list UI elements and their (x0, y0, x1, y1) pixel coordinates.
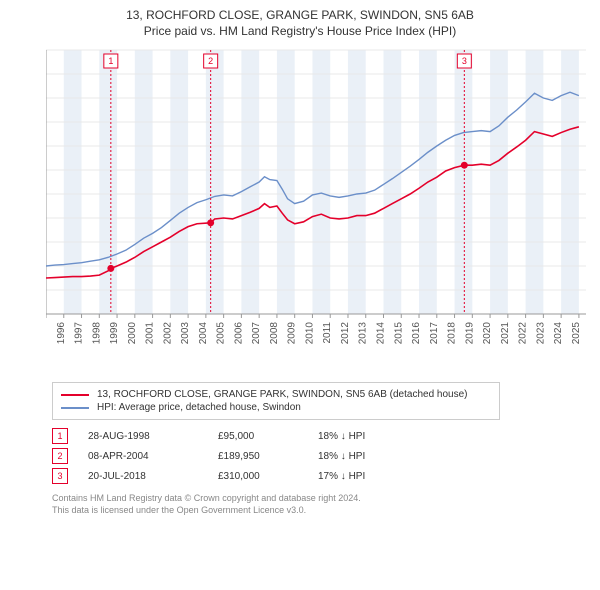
transactions-table: 1 28-AUG-1998 £95,000 18% ↓ HPI 2 08-APR… (52, 428, 590, 484)
line-chart-svg: £0£50K£100K£150K£200K£250K£300K£350K£400… (46, 44, 586, 364)
svg-text:2015: 2015 (393, 322, 404, 345)
svg-text:1997: 1997 (74, 322, 85, 345)
svg-text:2004: 2004 (198, 322, 209, 345)
svg-text:2013: 2013 (358, 322, 369, 345)
legend-swatch (61, 394, 89, 396)
svg-text:2012: 2012 (340, 322, 351, 345)
chart-container: 13, ROCHFORD CLOSE, GRANGE PARK, SWINDON… (0, 0, 600, 522)
attribution-line: This data is licensed under the Open Gov… (52, 504, 590, 516)
svg-text:2006: 2006 (233, 322, 244, 345)
tx-delta: 17% ↓ HPI (318, 471, 428, 482)
svg-text:2: 2 (208, 56, 213, 66)
table-row: 1 28-AUG-1998 £95,000 18% ↓ HPI (52, 428, 590, 444)
svg-text:2016: 2016 (411, 322, 422, 345)
svg-text:3: 3 (462, 56, 467, 66)
tx-delta: 18% ↓ HPI (318, 451, 428, 462)
svg-text:2000: 2000 (127, 322, 138, 345)
svg-text:1996: 1996 (56, 322, 67, 345)
attribution: Contains HM Land Registry data © Crown c… (52, 492, 590, 516)
tx-date: 20-JUL-2018 (88, 471, 218, 482)
legend-swatch (61, 407, 89, 409)
svg-text:1995: 1995 (46, 322, 49, 345)
legend-item-hpi: HPI: Average price, detached house, Swin… (61, 402, 491, 413)
svg-text:2022: 2022 (518, 322, 529, 345)
svg-text:2019: 2019 (464, 322, 475, 345)
svg-text:2018: 2018 (447, 322, 458, 345)
tx-price: £189,950 (218, 451, 318, 462)
tx-date: 08-APR-2004 (88, 451, 218, 462)
svg-text:2021: 2021 (500, 322, 511, 345)
table-row: 3 20-JUL-2018 £310,000 17% ↓ HPI (52, 468, 590, 484)
tx-delta: 18% ↓ HPI (318, 431, 428, 442)
tx-price: £95,000 (218, 431, 318, 442)
svg-text:2005: 2005 (216, 322, 227, 345)
svg-text:2010: 2010 (304, 322, 315, 345)
svg-text:2025: 2025 (571, 322, 582, 345)
legend-label: HPI: Average price, detached house, Swin… (97, 402, 301, 413)
svg-text:2002: 2002 (162, 322, 173, 345)
svg-text:2014: 2014 (376, 322, 387, 345)
svg-text:2001: 2001 (145, 322, 156, 345)
title-address: 13, ROCHFORD CLOSE, GRANGE PARK, SWINDON… (10, 8, 590, 22)
svg-text:1999: 1999 (109, 322, 120, 345)
legend-label: 13, ROCHFORD CLOSE, GRANGE PARK, SWINDON… (97, 389, 467, 400)
svg-text:2008: 2008 (269, 322, 280, 345)
legend: 13, ROCHFORD CLOSE, GRANGE PARK, SWINDON… (52, 382, 500, 420)
svg-text:2003: 2003 (180, 322, 191, 345)
tx-marker-2: 2 (52, 448, 68, 464)
tx-price: £310,000 (218, 471, 318, 482)
svg-text:2017: 2017 (429, 322, 440, 345)
tx-marker-3: 3 (52, 468, 68, 484)
title-subtitle: Price paid vs. HM Land Registry's House … (10, 24, 590, 38)
svg-text:2009: 2009 (287, 322, 298, 345)
attribution-line: Contains HM Land Registry data © Crown c… (52, 492, 590, 504)
title-block: 13, ROCHFORD CLOSE, GRANGE PARK, SWINDON… (10, 8, 590, 38)
svg-text:1998: 1998 (91, 322, 102, 345)
svg-text:2020: 2020 (482, 322, 493, 345)
chart-area: £0£50K£100K£150K£200K£250K£300K£350K£400… (46, 44, 586, 364)
tx-date: 28-AUG-1998 (88, 431, 218, 442)
tx-marker-1: 1 (52, 428, 68, 444)
svg-text:2023: 2023 (535, 322, 546, 345)
svg-text:2024: 2024 (553, 322, 564, 345)
svg-text:2011: 2011 (322, 322, 333, 344)
table-row: 2 08-APR-2004 £189,950 18% ↓ HPI (52, 448, 590, 464)
svg-text:1: 1 (108, 56, 113, 66)
svg-text:2007: 2007 (251, 322, 262, 345)
legend-item-price-paid: 13, ROCHFORD CLOSE, GRANGE PARK, SWINDON… (61, 389, 491, 400)
